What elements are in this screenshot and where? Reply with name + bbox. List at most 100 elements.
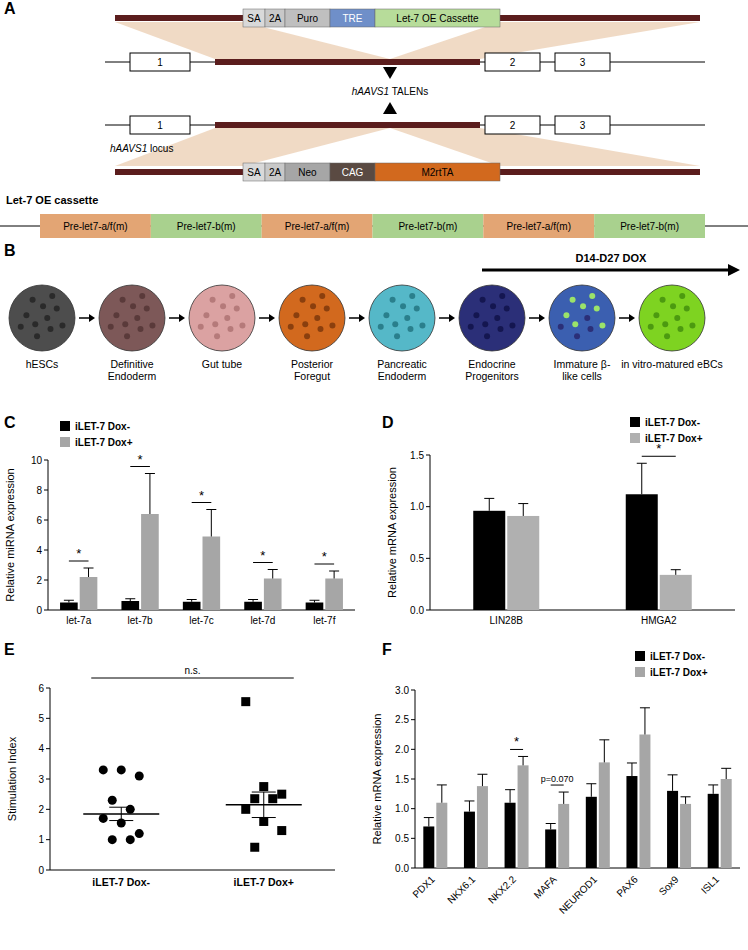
exon: [130, 116, 190, 134]
label-part: TALENs: [389, 86, 428, 97]
point: [117, 765, 126, 774]
label-line: Endocrine: [468, 358, 515, 370]
error-stem: [469, 801, 470, 812]
error-cap: [252, 792, 276, 793]
label-part: hAAVS1: [110, 143, 147, 154]
label: 4: [38, 743, 44, 754]
label: Relative mRNA expression: [371, 714, 383, 845]
error-stem: [482, 774, 483, 786]
label: CAG: [342, 167, 364, 178]
error-stem: [428, 818, 429, 827]
error-bar: [627, 763, 637, 776]
construct-element: [243, 163, 265, 181]
exon: [485, 116, 540, 134]
label: SA: [247, 167, 261, 178]
label: EndocrineProgenitors: [465, 358, 519, 382]
nucleus: [473, 312, 479, 318]
label: let-7f: [313, 615, 335, 626]
construct-element: [330, 163, 375, 181]
x-axis: [50, 870, 335, 871]
error-stem: [644, 708, 645, 735]
bar: [477, 786, 488, 868]
error-stem: [713, 785, 714, 794]
error-bar: [252, 792, 276, 817]
error-bar: [559, 792, 569, 804]
label: 2.0: [395, 744, 409, 755]
stage-arrow: [439, 317, 450, 319]
label: Pre-let7-a/f(m): [285, 221, 349, 232]
error-stem: [591, 784, 592, 797]
error-bar: [668, 775, 678, 791]
nucleus: [18, 324, 24, 330]
nucleus: [40, 303, 46, 309]
y-tick: [46, 688, 50, 689]
error-stem: [523, 756, 524, 765]
exon: [485, 53, 540, 71]
nucleus: [648, 324, 654, 330]
label: D14-D27 DOX: [576, 252, 648, 264]
nucleus: [589, 293, 595, 299]
legend-swatch: [630, 433, 640, 443]
label: PAX6: [615, 873, 641, 899]
figure: ASA2APuroTRELet-7 OE CassetteSA2ANeoCAGM…: [0, 0, 748, 950]
label: let-7b: [128, 615, 153, 626]
cell-cluster: [9, 285, 75, 351]
label: E: [4, 641, 15, 658]
label: Pre-let7-b(m): [620, 221, 679, 232]
error-bar: [671, 570, 681, 575]
nucleus: [210, 297, 216, 303]
nucleus: [113, 312, 119, 318]
nucleus: [108, 324, 114, 330]
label: *: [138, 452, 143, 467]
error-cap: [559, 792, 569, 793]
bar: [464, 812, 475, 868]
error-cap: [518, 756, 528, 757]
label: 2: [510, 57, 516, 68]
nucleus: [558, 324, 564, 330]
error-bar: [464, 801, 474, 812]
bar: [244, 602, 262, 610]
y-tick: [411, 838, 415, 839]
label-line: Immature β-: [554, 358, 611, 370]
label: Pre-let7-a/f(m): [507, 221, 571, 232]
label: let-7d: [250, 615, 275, 626]
error-cap: [484, 498, 494, 499]
nucleus: [670, 303, 676, 309]
nucleus: [220, 303, 226, 309]
error-cap: [721, 768, 731, 769]
label: Relative miRNA expression: [4, 468, 16, 601]
error-cap: [64, 600, 74, 601]
point: [268, 794, 277, 803]
error-stem: [121, 807, 122, 820]
y-tick: [426, 610, 430, 611]
stage-arrowhead: [179, 314, 185, 322]
construct-element: [285, 9, 330, 27]
nucleus: [684, 306, 690, 312]
nucleus: [570, 297, 576, 303]
cell-cluster: [639, 285, 705, 351]
error-bar: [518, 756, 528, 765]
label: Sox9: [657, 873, 681, 897]
homology-shading: [390, 22, 700, 59]
cassette-element: [262, 214, 373, 238]
label-line: Endoderm: [108, 370, 157, 382]
nucleus: [392, 321, 398, 327]
nucleus: [572, 321, 578, 327]
label: Pre-let7-a/f(m): [63, 221, 127, 232]
label: Neo: [298, 167, 317, 178]
error-stem: [489, 498, 490, 510]
error-bar: [329, 571, 339, 579]
plot-area: [423, 708, 731, 868]
error-cap: [464, 800, 474, 801]
construct-element: [265, 163, 285, 181]
exon: [555, 116, 610, 134]
label: SA: [247, 13, 261, 24]
nucleus: [390, 297, 396, 303]
y-tick: [426, 455, 430, 456]
bar: [545, 829, 556, 868]
nucleus: [383, 312, 389, 318]
label: 8: [36, 485, 42, 496]
nucleus: [124, 333, 130, 339]
y-tick: [411, 749, 415, 750]
error-bar: [477, 774, 487, 786]
